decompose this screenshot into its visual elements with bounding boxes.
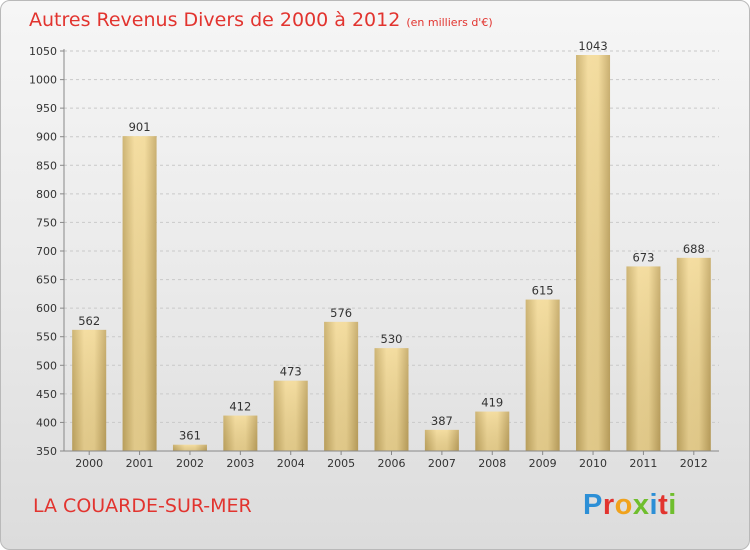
bar-value-label: 688 <box>683 242 705 256</box>
bar-value-label: 412 <box>229 400 251 414</box>
x-tick-label: 2001 <box>126 457 154 470</box>
bar-shade-2003 <box>223 415 258 451</box>
bar-shade-2004 <box>273 380 308 451</box>
x-tick-label: 2012 <box>680 457 708 470</box>
bar-shade-2005 <box>324 321 359 451</box>
y-tick-label: 450 <box>36 388 57 401</box>
bar-value-label: 673 <box>632 250 654 264</box>
bar-shade-2012 <box>676 257 711 451</box>
x-tick-label: 2004 <box>277 457 305 470</box>
y-tick-label: 950 <box>36 102 57 115</box>
chart-title-text: Autres Revenus Divers de 2000 à 2012 <box>29 9 401 31</box>
x-tick-label: 2009 <box>529 457 557 470</box>
bar-shade-2008 <box>475 411 510 451</box>
bar-shade-2002 <box>172 444 207 451</box>
x-tick-label: 2006 <box>378 457 406 470</box>
bar-value-label: 562 <box>78 314 100 328</box>
bar-shade-2011 <box>626 266 661 451</box>
x-tick-label: 2011 <box>629 457 657 470</box>
bar-value-label: 530 <box>381 332 403 346</box>
commune-name: LA COUARDE-SUR-MER <box>33 495 252 517</box>
x-axis: 2000 2001 2002 2003 2004 2005 2006 2007 2008 2009… <box>64 450 719 470</box>
proxiti-logo: Proxiti <box>583 489 677 522</box>
chart-title: Autres Revenus Divers de 2000 à 2012 (en … <box>29 9 493 31</box>
x-tick-label: 2002 <box>176 457 204 470</box>
y-tick-label: 750 <box>36 216 57 229</box>
bar-value-label: 576 <box>330 306 352 320</box>
logo-letter: t <box>658 489 669 521</box>
y-tick-label: 500 <box>36 359 57 372</box>
x-tick-label: 2003 <box>226 457 254 470</box>
bars: 562 901 361 412 473 576 530 387 419 615 1043 673 688 <box>72 39 711 451</box>
bar-value-label: 615 <box>532 284 554 298</box>
logo-letter: i <box>649 489 659 521</box>
y-tick-label: 350 <box>36 445 57 458</box>
y-tick-label: 700 <box>36 245 57 258</box>
y-axis: 350 400 450 500 550 600 650 700 750 800 850 900 950 1… <box>29 45 65 458</box>
bar-value-label: 361 <box>179 429 201 443</box>
bar-value-label: 419 <box>481 396 503 410</box>
y-tick-label: 800 <box>36 188 57 201</box>
bar-shade-2009 <box>525 299 560 451</box>
x-tick-label: 2010 <box>579 457 607 470</box>
y-tick-label: 650 <box>36 274 57 287</box>
y-tick-label: 1000 <box>29 74 57 87</box>
bar-shade-2000 <box>72 329 107 451</box>
logo-letter: r <box>602 489 615 521</box>
logo-letter: o <box>614 489 633 521</box>
logo-letter: P <box>583 489 603 521</box>
y-tick-label: 900 <box>36 131 57 144</box>
bar-value-label: 387 <box>431 414 453 428</box>
bar-value-label: 1043 <box>578 39 607 53</box>
bar-value-label: 473 <box>280 365 302 379</box>
bar-value-label: 901 <box>129 120 151 134</box>
bar-shade-2010 <box>576 55 611 451</box>
grid-lines <box>64 50 719 452</box>
y-tick-label: 550 <box>36 331 57 344</box>
y-tick-label: 600 <box>36 302 57 315</box>
bar-shade-2006 <box>374 348 409 451</box>
x-tick-label: 2005 <box>327 457 355 470</box>
x-tick-label: 2000 <box>75 457 103 470</box>
y-tick-label: 400 <box>36 416 57 429</box>
x-tick-label: 2008 <box>478 457 506 470</box>
chart-unit: (en milliers d'€) <box>406 16 493 29</box>
bar-shade-2007 <box>424 429 459 451</box>
y-tick-label: 850 <box>36 159 57 172</box>
logo-letter: i <box>668 489 677 521</box>
y-tick-label: 1050 <box>29 45 57 58</box>
bar-shade-2001 <box>122 136 157 451</box>
x-tick-label: 2007 <box>428 457 456 470</box>
logo-letter: x <box>632 489 650 521</box>
